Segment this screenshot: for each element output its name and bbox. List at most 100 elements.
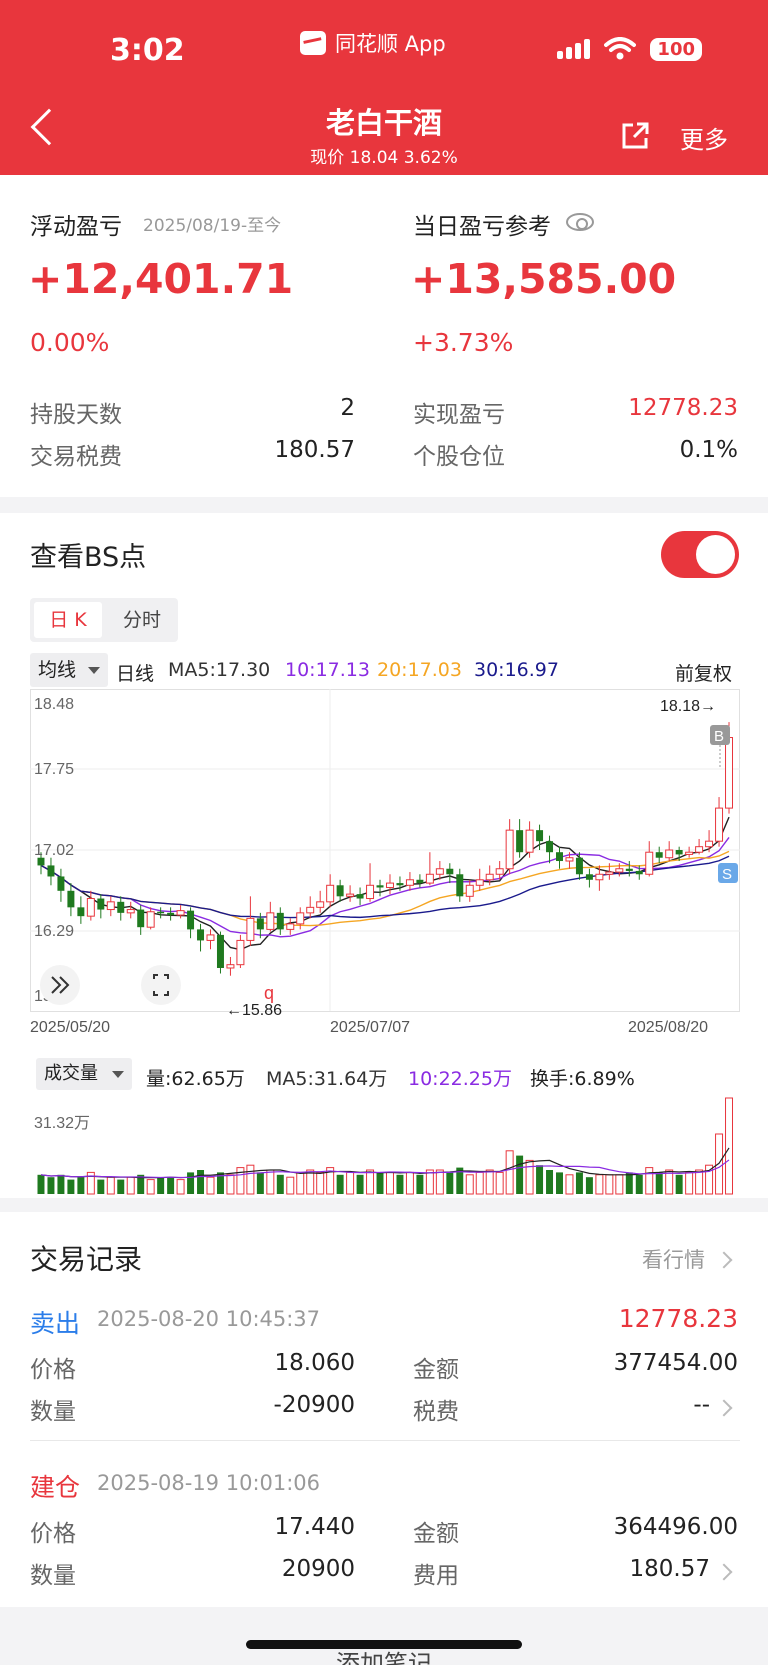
eye-icon[interactable] xyxy=(566,213,594,231)
volume-bar xyxy=(695,1169,704,1195)
volume-bar xyxy=(556,1172,563,1194)
candle-body xyxy=(57,876,65,891)
volume-chart[interactable]: 31.32万 xyxy=(30,1094,740,1198)
volume-bar xyxy=(425,1169,434,1195)
candle-body xyxy=(705,840,714,848)
y-tick-4: 16.29 xyxy=(34,923,74,940)
volume-bar xyxy=(516,1155,524,1194)
ma-line-ma5 xyxy=(40,816,730,951)
record-2-price: 17.440 xyxy=(274,1514,355,1540)
cellular-signal-icon xyxy=(557,39,591,59)
volume-bar xyxy=(585,1177,593,1194)
volume-dropdown[interactable]: 成交量 xyxy=(36,1058,132,1090)
volume-bar xyxy=(276,1174,284,1194)
y-tick-1: 18.48 xyxy=(34,696,74,713)
volume-bar xyxy=(536,1165,544,1194)
volume-bar xyxy=(605,1174,614,1195)
candle-body xyxy=(197,929,205,941)
sell-marker[interactable] xyxy=(718,863,738,883)
record-2-price-label: 价格 xyxy=(30,1521,76,1547)
ma-dropdown[interactable]: 均线 xyxy=(30,653,108,687)
volume-bar xyxy=(446,1172,454,1194)
candle-body xyxy=(216,934,224,968)
candle-body xyxy=(157,911,165,914)
record-2-qty-label: 数量 xyxy=(30,1563,76,1589)
app-badge[interactable]: 同花顺 App xyxy=(300,28,446,58)
home-indicator xyxy=(246,1640,522,1649)
volume-bar xyxy=(246,1164,255,1195)
candle-body xyxy=(615,868,624,873)
volume-bar xyxy=(396,1174,404,1194)
record-1-type: 卖出 xyxy=(30,1309,81,1338)
candle-body xyxy=(326,884,335,903)
tab-intraday[interactable]: 分时 xyxy=(122,609,161,631)
day-pl-label: 当日盈亏参考 xyxy=(413,214,551,240)
record-2-fee[interactable]: 180.57 xyxy=(629,1556,710,1582)
x-tick-start: 2025/05/20 xyxy=(30,1019,110,1034)
candle-body xyxy=(396,883,404,886)
volume-bar xyxy=(385,1171,394,1195)
record-1-qty-label: 数量 xyxy=(30,1399,76,1425)
chevron-down-icon xyxy=(112,1071,124,1078)
realized-pl-label: 实现盈亏 xyxy=(413,402,505,428)
volume-bar xyxy=(146,1179,155,1195)
candle-body xyxy=(167,912,175,916)
candle-body xyxy=(316,901,325,908)
volume-ma10: 10:22.25万 xyxy=(408,1068,512,1090)
adjust-mode[interactable]: 前复权 xyxy=(675,663,733,685)
candle-body xyxy=(475,879,484,886)
candle-body xyxy=(625,868,633,871)
bs-toggle[interactable] xyxy=(661,531,739,578)
record-2-money: 364496.00 xyxy=(613,1514,738,1540)
turnover-rate: 换手:6.89% xyxy=(530,1068,635,1090)
record-1-price: 18.060 xyxy=(274,1350,355,1376)
volume-bar xyxy=(67,1179,75,1194)
volume-ma5: MA5:31.64万 xyxy=(266,1068,388,1090)
chevron-right-icon xyxy=(715,1563,733,1581)
kline-chart[interactable]: 18.48 17.75 17.02 16.29 15.56 18.18→ ←15… xyxy=(30,689,740,1034)
ma20-label: 20:17.03 xyxy=(377,659,462,681)
add-note-button[interactable]: 添加笔记 xyxy=(336,1650,432,1665)
position-value: 0.1% xyxy=(679,437,738,463)
record-1-date: 2025-08-20 10:45:37 xyxy=(97,1307,321,1331)
candle-body xyxy=(266,912,275,930)
more-button[interactable]: 更多 xyxy=(680,126,728,154)
fullscreen-button[interactable] xyxy=(141,965,181,1005)
volume-bar xyxy=(266,1169,275,1195)
volume-bar xyxy=(57,1174,65,1194)
record-2-fee-label: 费用 xyxy=(413,1563,459,1589)
volume-bar xyxy=(565,1174,574,1195)
candle-body xyxy=(556,852,563,862)
tab-daily-k[interactable]: 日 K xyxy=(34,602,102,638)
record-1-fee[interactable]: -- xyxy=(693,1392,710,1418)
ma-line-ma10 xyxy=(40,837,730,938)
volume-bar xyxy=(725,1097,734,1195)
record-1-money-label: 金额 xyxy=(413,1357,459,1383)
volume-bar xyxy=(316,1171,325,1195)
candle-body xyxy=(485,873,494,881)
current-price: 现价 18.04 3.62% xyxy=(310,148,458,168)
volume-bar xyxy=(176,1179,185,1195)
candle-body xyxy=(106,901,115,911)
candle-body xyxy=(655,852,663,858)
candle-body xyxy=(86,898,95,917)
candle-body xyxy=(435,868,444,875)
buy-marker[interactable] xyxy=(710,725,730,745)
record-2-date: 2025-08-19 10:01:06 xyxy=(97,1471,321,1495)
candle-body xyxy=(236,939,245,966)
candle-body xyxy=(346,893,355,897)
volume-bar xyxy=(465,1174,474,1195)
candle-body xyxy=(465,884,474,897)
candle-body xyxy=(306,906,315,914)
view-market-link[interactable]: 看行情 xyxy=(642,1248,705,1272)
share-icon[interactable] xyxy=(619,120,651,152)
battery-icon: 100 xyxy=(650,37,702,61)
record-1-qty: -20900 xyxy=(273,1392,355,1418)
volume-bar xyxy=(86,1171,95,1195)
record-1-amount: 12778.23 xyxy=(618,1304,738,1333)
x-tick-end: 2025/08/20 xyxy=(628,1019,708,1034)
q-marker: q xyxy=(264,983,274,1003)
realized-pl-value: 12778.23 xyxy=(628,395,738,421)
candle-body xyxy=(725,737,734,809)
volume-bar xyxy=(306,1169,315,1195)
